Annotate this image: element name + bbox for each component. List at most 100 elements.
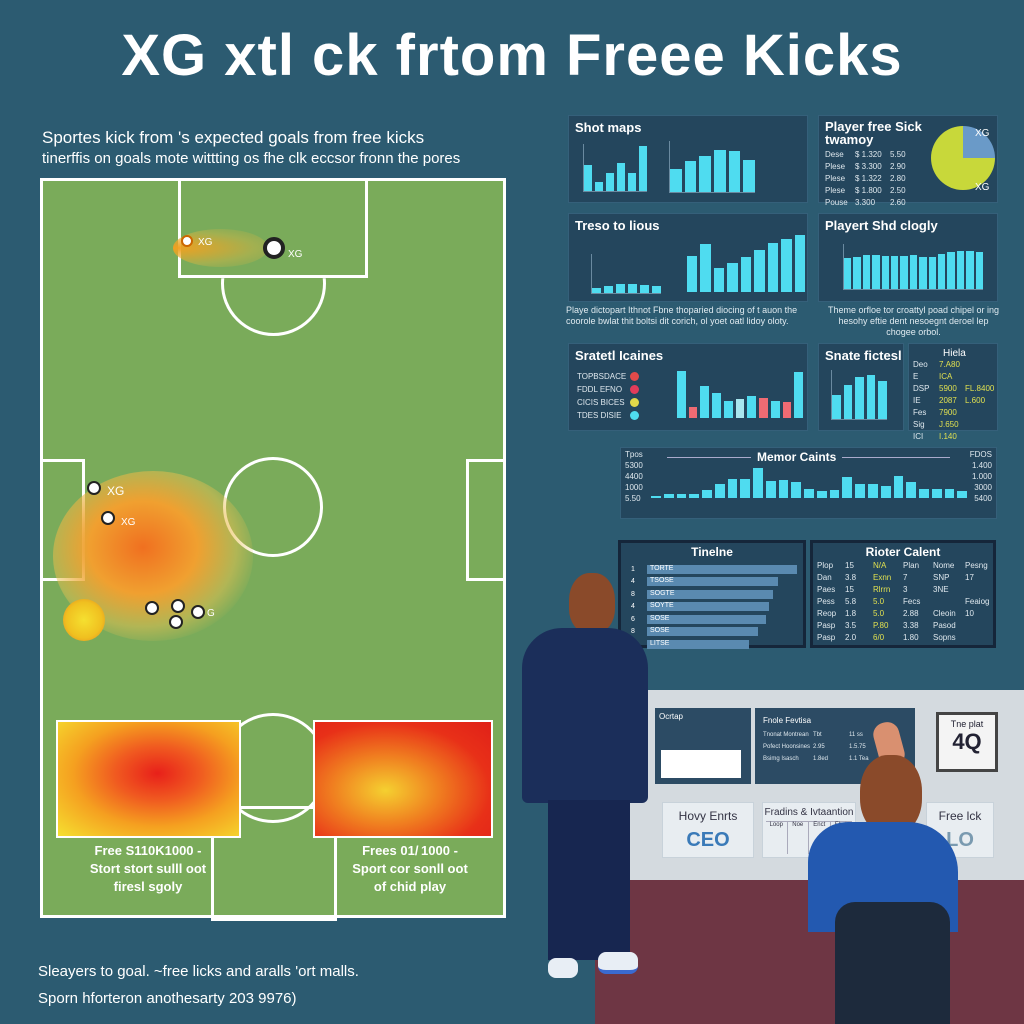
pie-label: XG <box>975 128 990 139</box>
bar <box>872 255 880 289</box>
timeline-row[interactable]: 8 SOSE <box>631 626 801 638</box>
legend-dot-icon <box>630 411 639 420</box>
timeline-row[interactable]: 1 TORTE <box>631 563 801 575</box>
monitor-value: 4Q <box>952 729 982 754</box>
monitor-title: Fnole Fevtisa <box>763 716 812 725</box>
table-cell <box>965 585 991 597</box>
bar <box>794 235 805 292</box>
ball-icon <box>145 601 159 615</box>
table-cell: 2087 <box>939 396 957 405</box>
table-cell: 1.80 <box>903 633 919 642</box>
legend-label: FDDL EFNO <box>577 385 623 394</box>
table-cell <box>965 420 999 432</box>
bar <box>714 484 725 498</box>
caption: Playe dictopart Ithnot Fbne thoparied di… <box>566 305 798 326</box>
chair <box>835 902 950 1024</box>
bar <box>770 400 780 418</box>
card-title: Hovy Enrts <box>678 809 738 823</box>
caption-line: Sport cor sonll oot <box>352 861 468 876</box>
axis-left: Tpos 5300 4400 1000 5.50 <box>625 450 643 505</box>
caption-line: of chid play <box>373 879 447 894</box>
bar-label: SOYTE <box>650 602 674 609</box>
table-cell: SNP <box>933 573 950 582</box>
table-cell: Rlrrn <box>873 585 891 594</box>
bar <box>881 255 890 289</box>
table-cell: Pess <box>817 597 835 606</box>
caption-line: Stort stort sulll oot <box>89 861 207 876</box>
legend-label: TOPBSDACE <box>577 372 627 381</box>
bar <box>843 384 853 419</box>
table-cell <box>965 360 999 372</box>
ball-icon <box>171 599 185 613</box>
bar-chart <box>583 144 647 192</box>
timeline-row[interactable]: 9LITSE <box>631 638 801 650</box>
table-cell: Plop <box>817 561 834 570</box>
table-cell: Sig <box>913 420 925 429</box>
table-cell: DSP <box>913 384 930 393</box>
bar <box>804 488 814 498</box>
panel-title: Memor Caints <box>751 450 843 464</box>
bar <box>893 475 904 498</box>
timeline-row[interactable]: 6 SOSE <box>631 613 801 625</box>
table-cell: J.650 <box>939 420 959 429</box>
shoe <box>548 958 578 978</box>
ball-icon <box>87 481 101 495</box>
bar <box>832 394 841 419</box>
table-cell: 5.0 <box>873 597 885 606</box>
bar <box>713 268 725 292</box>
data-table: Dese $ 1.320 5.50 Plese $ 3.300 2.90 Plese $ 1.… <box>825 150 915 210</box>
timeline-bar: SOYTE <box>647 602 769 611</box>
table-cell: 2.88 <box>903 609 919 618</box>
panel-snate: Snate fictesl <box>818 343 904 431</box>
row-index: 8 <box>631 590 635 598</box>
panel-trees: Treso to lious <box>568 213 808 302</box>
caption-line: firesl sgoly <box>113 879 183 894</box>
bar-chart <box>669 141 756 193</box>
bar <box>677 370 686 418</box>
timeline-row[interactable]: 4 SOYTE <box>631 601 801 613</box>
bar <box>891 255 899 289</box>
timeline-row[interactable]: 8 SOGTE <box>631 588 801 600</box>
head <box>569 573 615 633</box>
timeline-row[interactable]: 4 TSOSE <box>631 576 801 588</box>
bar <box>844 258 852 289</box>
bar <box>592 288 601 293</box>
table-row: Dese $ 1.320 5.50 <box>825 150 915 162</box>
bar-chart <box>651 462 968 498</box>
panel-title: Snate fictesl <box>825 348 902 363</box>
table-cell: IE <box>913 396 921 405</box>
table-row: Pofect Hoonsines 2.95 1.5.75 <box>763 744 883 756</box>
card-logo: LO <box>946 829 974 851</box>
table-cell: L.600 <box>965 396 986 405</box>
axis-tick: 5400 <box>974 494 992 503</box>
table-row: Sig J.650 <box>913 420 999 432</box>
axis-tick: 5300 <box>625 461 643 470</box>
bar <box>700 385 710 418</box>
table-cell: Plese <box>825 186 846 195</box>
table-cell: Fecs <box>903 597 921 606</box>
table-cell: Nome <box>933 561 955 570</box>
row-index: 4 <box>631 603 635 610</box>
bar-chart <box>843 244 984 290</box>
card-title: Free lck <box>938 809 982 823</box>
bar <box>628 284 637 293</box>
table-row: Pouse 3.300 2.60 <box>825 198 915 210</box>
table-cell: N/A <box>873 561 887 570</box>
panel-sratetl: Sratetl Icaines TOPBSDACE FDDL EFNO CICIS … <box>568 343 808 431</box>
row-index: 1 <box>631 565 635 573</box>
bar <box>909 255 918 289</box>
bar <box>595 181 603 191</box>
table-cell: Dan <box>817 573 832 582</box>
card-title: Fradins & Ivtaantion <box>764 807 854 818</box>
table-row: E ICA <box>913 372 999 384</box>
bar <box>957 490 968 498</box>
bar-label: LITSE <box>650 639 670 647</box>
table-row: Tnonat Montrean Tbt 11 ss <box>763 732 883 744</box>
legend-item: TOPBSDACE <box>577 372 639 385</box>
card-events[interactable]: Hovy Enrts CEO <box>662 802 754 858</box>
table-cell: Exnn <box>873 573 892 582</box>
bar-label: TORTE <box>650 564 674 572</box>
bar <box>853 256 861 289</box>
panel-memor: Memor Caints Tpos 5300 4400 1000 5.50 FDOS 1.… <box>620 447 997 519</box>
table-row: Reop 1.8 5.0 2.88 Cleoin 10 <box>817 609 991 621</box>
